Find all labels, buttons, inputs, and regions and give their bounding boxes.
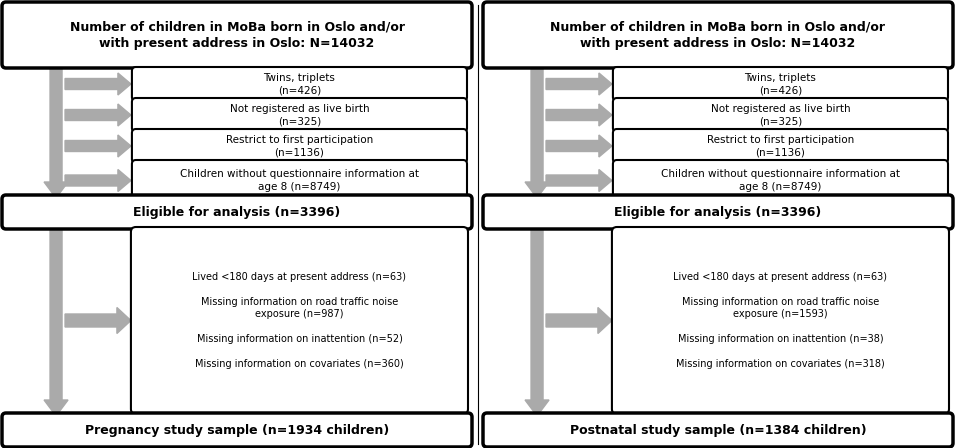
Polygon shape [546, 135, 612, 157]
FancyBboxPatch shape [613, 98, 948, 132]
Text: Twins, triplets
(n=426): Twins, triplets (n=426) [745, 73, 817, 95]
Polygon shape [546, 73, 612, 95]
Text: Eligible for analysis (n=3396): Eligible for analysis (n=3396) [614, 206, 821, 219]
FancyBboxPatch shape [612, 227, 949, 414]
Polygon shape [65, 169, 131, 191]
Text: Eligible for analysis (n=3396): Eligible for analysis (n=3396) [134, 206, 341, 219]
FancyBboxPatch shape [2, 2, 472, 68]
FancyBboxPatch shape [613, 67, 948, 101]
FancyBboxPatch shape [132, 129, 467, 163]
FancyBboxPatch shape [132, 160, 467, 201]
Text: Number of children in MoBa born in Oslo and/or
with present address in Oslo: N=1: Number of children in MoBa born in Oslo … [70, 21, 405, 49]
Text: Number of children in MoBa born in Oslo and/or
with present address in Oslo: N=1: Number of children in MoBa born in Oslo … [550, 21, 885, 49]
Text: Not registered as live birth
(n=325): Not registered as live birth (n=325) [711, 104, 850, 126]
Polygon shape [546, 169, 612, 191]
FancyBboxPatch shape [132, 67, 467, 101]
Polygon shape [65, 307, 131, 333]
Text: Children without questionnaire information at
age 8 (n=8749): Children without questionnaire informati… [661, 169, 900, 192]
Polygon shape [44, 226, 68, 416]
Text: Lived <180 days at present address (n=63)

Missing information on road traffic n: Lived <180 days at present address (n=63… [193, 272, 407, 369]
Polygon shape [65, 135, 131, 157]
Text: Lived <180 days at present address (n=63)

Missing information on road traffic n: Lived <180 days at present address (n=63… [673, 272, 887, 369]
FancyBboxPatch shape [483, 413, 953, 447]
Polygon shape [546, 104, 612, 126]
FancyBboxPatch shape [2, 413, 472, 447]
Polygon shape [65, 73, 131, 95]
FancyBboxPatch shape [2, 195, 472, 229]
Text: Pregnancy study sample (n=1934 children): Pregnancy study sample (n=1934 children) [85, 423, 389, 436]
Polygon shape [525, 65, 549, 198]
Text: Restrict to first participation
(n=1136): Restrict to first participation (n=1136) [707, 135, 854, 157]
FancyBboxPatch shape [131, 227, 468, 414]
FancyBboxPatch shape [132, 98, 467, 132]
Text: Postnatal study sample (n=1384 children): Postnatal study sample (n=1384 children) [570, 423, 866, 436]
FancyBboxPatch shape [613, 129, 948, 163]
FancyBboxPatch shape [613, 160, 948, 201]
Text: Restrict to first participation
(n=1136): Restrict to first participation (n=1136) [225, 135, 373, 157]
FancyBboxPatch shape [483, 195, 953, 229]
Polygon shape [525, 226, 549, 416]
Polygon shape [546, 307, 612, 333]
Polygon shape [44, 65, 68, 198]
Text: Twins, triplets
(n=426): Twins, triplets (n=426) [264, 73, 335, 95]
Text: Not registered as live birth
(n=325): Not registered as live birth (n=325) [229, 104, 370, 126]
Text: Children without questionnaire information at
age 8 (n=8749): Children without questionnaire informati… [180, 169, 419, 192]
Polygon shape [65, 104, 131, 126]
FancyBboxPatch shape [483, 2, 953, 68]
